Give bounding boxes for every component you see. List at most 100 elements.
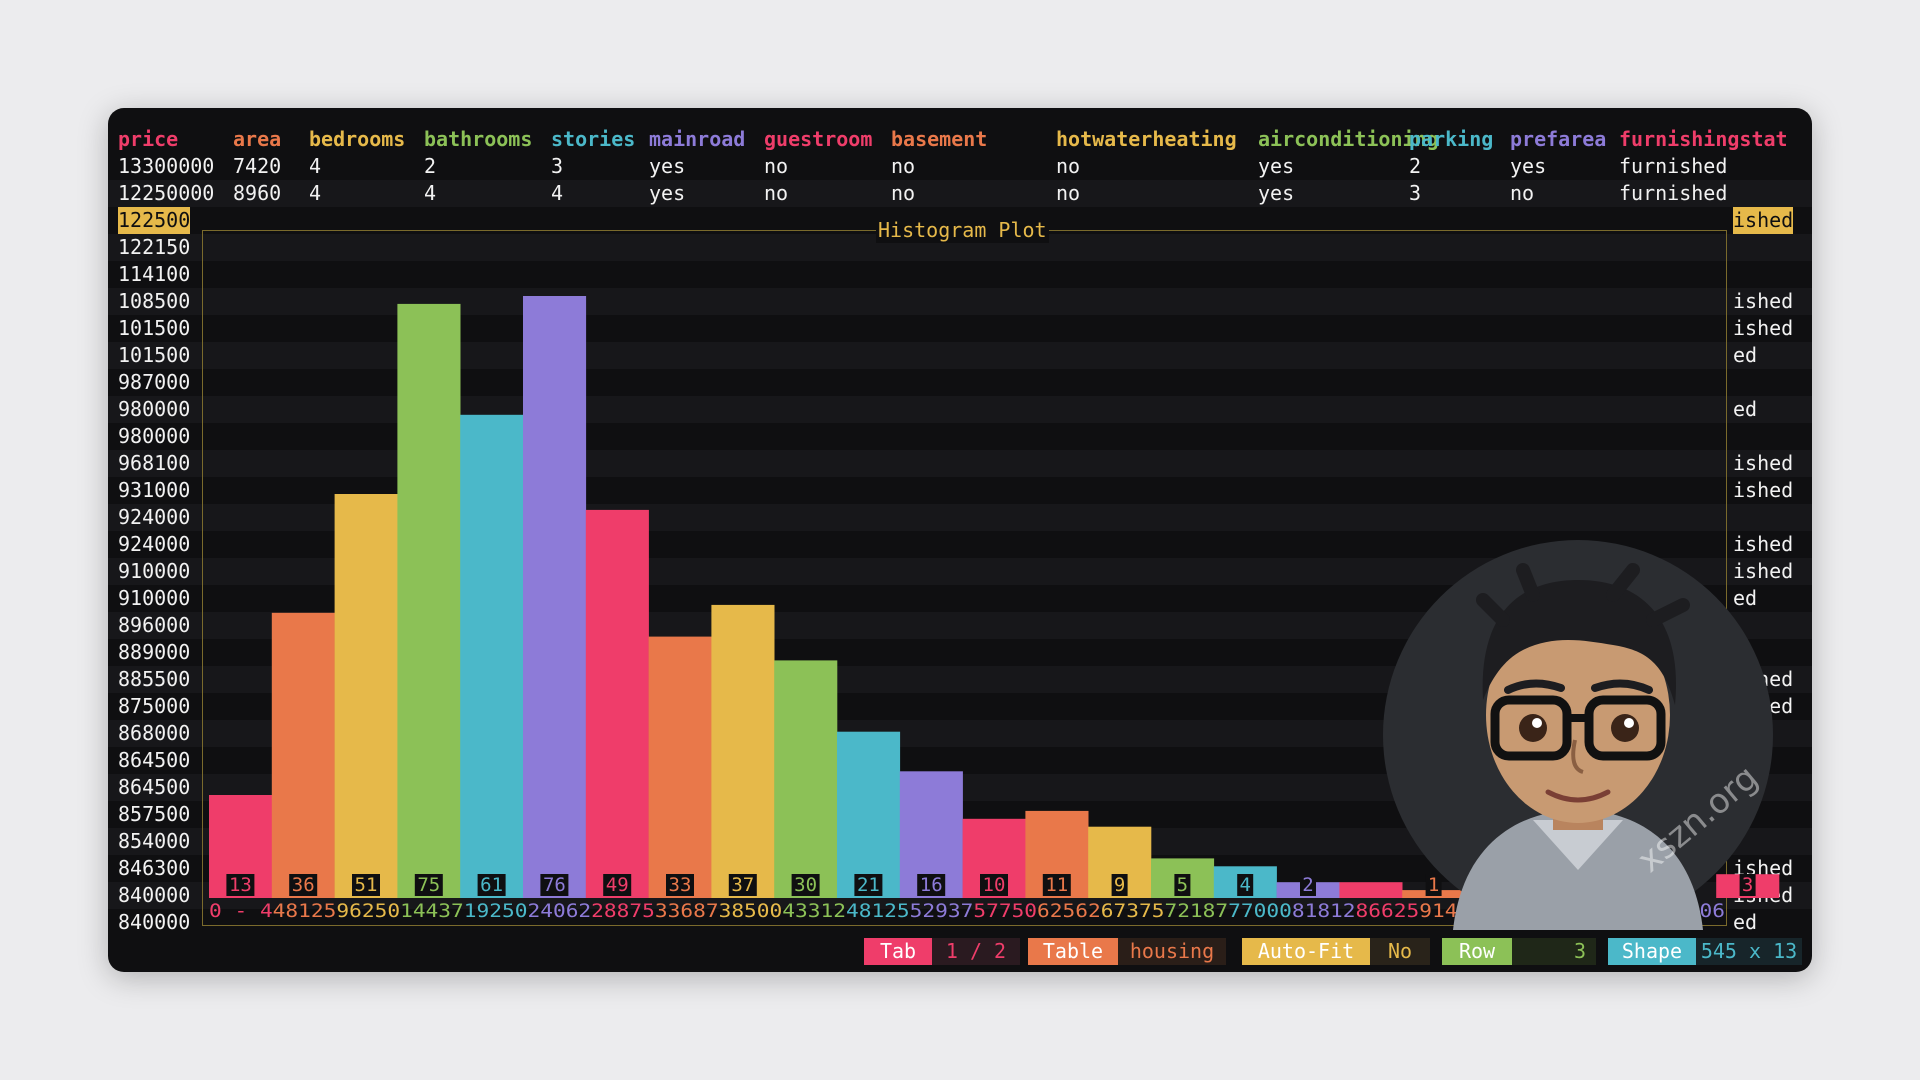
furnishing-cell: ed <box>1733 586 1758 610</box>
furnishing-cell: ished <box>1733 316 1794 340</box>
price-cell: 875000 <box>118 694 191 718</box>
column-header-mainroad[interactable]: mainroad <box>649 127 746 151</box>
plot-title: Histogram Plot <box>876 217 1049 243</box>
histogram-chart: 133651756176493337302116101195421130 - 4… <box>209 296 1780 922</box>
price-cell: 910000 <box>118 559 191 583</box>
bar-label-background <box>917 874 946 896</box>
furnishing-cell: ished <box>1733 532 1794 556</box>
table-row[interactable]: 987000 <box>108 369 1812 396</box>
table-row[interactable]: 13300000 7420 4 2 3 yes no no no yes 2 yes furnished <box>108 153 1812 180</box>
table-cell: 2 <box>1409 154 1422 178</box>
histogram-bar <box>711 604 775 898</box>
table-row[interactable]: 864500 <box>108 747 1812 774</box>
table-row[interactable]: 931000 ished <box>108 477 1812 504</box>
bar-label-background <box>289 874 318 896</box>
table-row[interactable]: 924000 ished <box>108 531 1812 558</box>
table-cell: furnished <box>1619 154 1728 178</box>
histogram-bar <box>460 414 524 898</box>
table-cell: 4 <box>424 181 437 205</box>
bar-value-label: 36 <box>292 874 315 896</box>
table-cell: 4 <box>551 181 564 205</box>
histogram-bar <box>774 660 838 898</box>
column-header-hotwaterheating[interactable]: hotwaterheating <box>1056 127 1237 151</box>
autofit-toggle[interactable]: No <box>1370 938 1430 965</box>
bar-value-label: 61 <box>480 874 503 896</box>
bar-label-background <box>791 874 820 896</box>
bar-label-background <box>414 874 443 896</box>
column-header-guestroom[interactable]: guestroom <box>764 127 873 151</box>
price-cell: 108500 <box>118 289 191 313</box>
table-cell: no <box>1510 181 1535 205</box>
table-row[interactable]: 980000 <box>108 423 1812 450</box>
table-cell: 12250000 <box>118 181 215 205</box>
histogram-bar <box>837 731 901 898</box>
table-cell: 4 <box>309 181 322 205</box>
furnishing-cell: ed <box>1733 343 1758 367</box>
bar-value-label: 5 <box>1177 874 1188 896</box>
bar-label-background <box>1237 874 1254 896</box>
price-cell: 846300 <box>118 856 191 880</box>
bar-value-label: 30 <box>794 874 817 896</box>
bar-label-background <box>603 874 632 896</box>
presenter-avatar <box>1383 540 1773 930</box>
tab-indicator[interactable]: 1 / 2 <box>932 938 1020 965</box>
price-cell: 122150 <box>118 235 191 259</box>
column-header-bathrooms[interactable]: bathrooms <box>424 127 533 151</box>
bar-value-label: 11 <box>1045 874 1068 896</box>
table-cell: no <box>1056 181 1081 205</box>
price-cell: 924000 <box>118 532 191 556</box>
table-cell: yes <box>1510 154 1547 178</box>
table-row[interactable]: 12250000 8960 4 4 4 yes no no no yes 3 no furnished <box>108 180 1812 207</box>
table-cell: yes <box>649 181 686 205</box>
bar-value-label: 51 <box>355 874 378 896</box>
table-row[interactable]: 889000 <box>108 639 1812 666</box>
column-header-furnishingstat[interactable]: furnishingstat <box>1619 127 1788 151</box>
table-row[interactable]: 980000 ed <box>108 396 1812 423</box>
table-row[interactable]: 910000 ed <box>108 585 1812 612</box>
table-name: housing <box>1118 938 1226 965</box>
column-header-stories[interactable]: stories <box>551 127 636 151</box>
row-number: 3 <box>1512 938 1596 965</box>
table-row[interactable]: 114100 <box>108 261 1812 288</box>
table-cell: 3 <box>551 154 564 178</box>
column-header-airconditioning[interactable]: airconditioning <box>1258 127 1439 151</box>
table-row[interactable]: 968100 ished <box>108 450 1812 477</box>
histogram-bar <box>397 303 461 898</box>
shape-label: Shape <box>1608 938 1696 965</box>
price-cell: 924000 <box>118 505 191 529</box>
price-cell: 896000 <box>118 613 191 637</box>
table-row[interactable]: 840000 ed <box>108 909 1812 936</box>
table-row[interactable]: 101500 ed <box>108 342 1812 369</box>
table-cell: no <box>891 154 916 178</box>
furnishing-cell: ished <box>1733 478 1794 502</box>
shape-value: 545 x 13 <box>1696 938 1802 965</box>
bar-label-background <box>477 874 506 896</box>
furnishing-cell: ished <box>1733 289 1794 313</box>
price-cell: 968100 <box>118 451 191 475</box>
table-row[interactable]: 122500 ished <box>108 207 1812 234</box>
column-header-basement[interactable]: basement <box>891 127 988 151</box>
column-header-prefarea[interactable]: prefarea <box>1510 127 1607 151</box>
price-cell: 854000 <box>118 829 191 853</box>
price-cell: 910000 <box>118 586 191 610</box>
bar-value-label: 9 <box>1114 874 1125 896</box>
bar-label-background <box>1300 874 1316 896</box>
autofit-label: Auto-Fit <box>1242 938 1370 965</box>
column-header-area[interactable]: area <box>233 127 282 151</box>
price-cell: 114100 <box>118 262 191 286</box>
price-cell: 101500 <box>118 316 191 340</box>
table-cell: yes <box>1258 154 1295 178</box>
column-header-parking[interactable]: parking <box>1409 127 1494 151</box>
table-row[interactable]: 108500 ished <box>108 288 1812 315</box>
bar-value-label: 2 <box>1302 874 1313 896</box>
furnishing-cell: ed <box>1733 397 1758 421</box>
bar-label-background <box>666 874 694 896</box>
table-row[interactable]: 101500 ished <box>108 315 1812 342</box>
bar-value-label: 37 <box>731 874 754 896</box>
table-cell: no <box>1056 154 1081 178</box>
column-header-bedrooms[interactable]: bedrooms <box>309 127 406 151</box>
table-row[interactable]: 857500 <box>108 801 1812 828</box>
bar-label-background <box>540 874 569 896</box>
price-cell: 864500 <box>118 748 191 772</box>
column-header-price[interactable]: price <box>118 127 179 151</box>
